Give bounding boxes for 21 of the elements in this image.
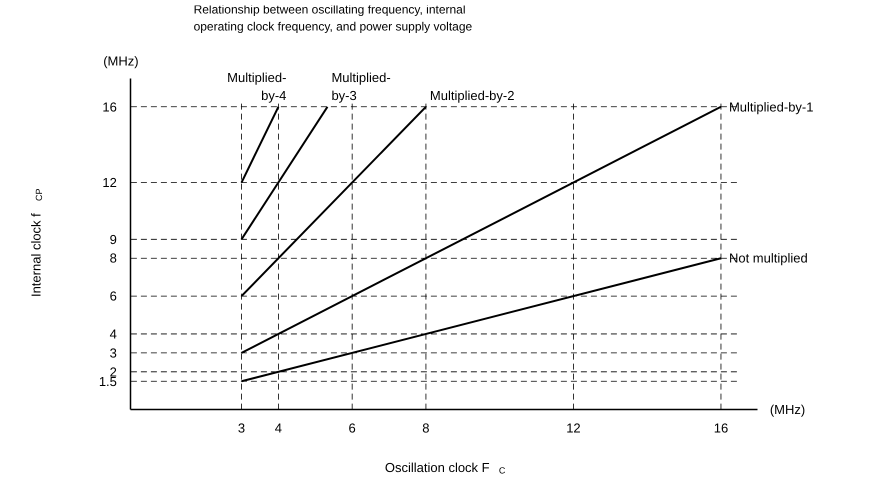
- y-tick-label: 6: [110, 288, 117, 304]
- y-tick-label: 4: [110, 326, 117, 342]
- x-tick-label: 8: [422, 420, 430, 436]
- x-tick-label: 6: [348, 420, 356, 436]
- x-tick-label: 12: [566, 420, 581, 436]
- y-tick-label: 9: [110, 232, 117, 247]
- text: (MHz): [103, 53, 139, 68]
- x-tick-label: 3: [238, 420, 246, 436]
- series-label: Multiplied-by-2: [430, 88, 514, 103]
- series-label: Multiplied- by-4: [227, 70, 286, 103]
- x-tick-label: 4: [274, 420, 282, 436]
- y-tick-label: 12: [102, 175, 117, 190]
- series-label: Not multiplied: [728, 250, 808, 266]
- y-tick-label: 3: [110, 345, 117, 360]
- y-tick-label: 8: [110, 250, 117, 266]
- y-tick-label: 16: [102, 99, 117, 114]
- y-axis-title: Internal clock fCP: [28, 188, 44, 298]
- series-label: Multiplied-by-1: [728, 99, 814, 114]
- x-tick-label: 16: [714, 420, 728, 436]
- series-label: Multiplied- by-3: [331, 70, 391, 103]
- text: (MHz): [770, 402, 806, 418]
